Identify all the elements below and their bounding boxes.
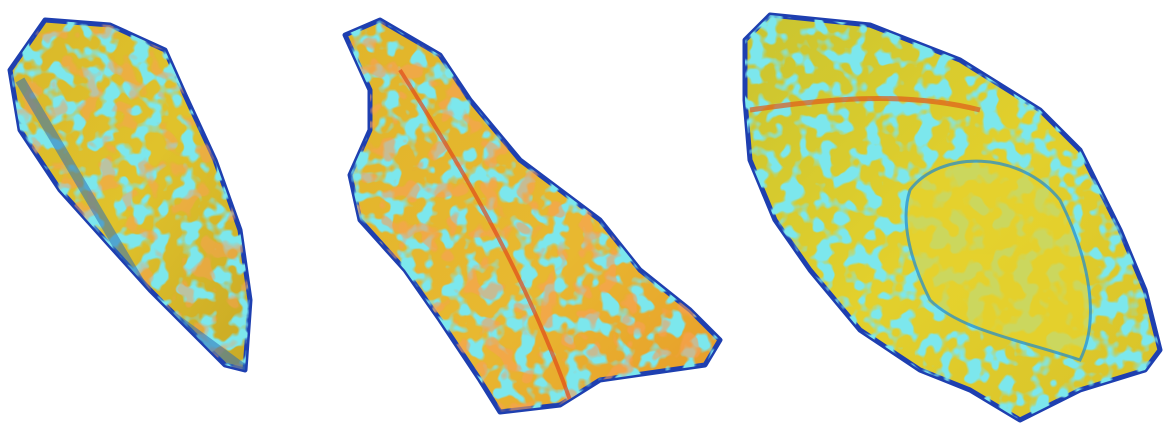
fragment-middle <box>342 17 723 415</box>
fragment-left <box>7 17 253 373</box>
curvature-red <box>10 20 250 370</box>
ridge <box>749 95 981 113</box>
curvature-red <box>345 20 720 412</box>
ridge <box>398 68 572 401</box>
fragment-texture <box>345 20 720 412</box>
depression <box>904 159 1092 362</box>
fragment-texture <box>10 20 250 370</box>
fragment-right <box>742 12 1163 423</box>
fragment-texture <box>745 15 1160 420</box>
